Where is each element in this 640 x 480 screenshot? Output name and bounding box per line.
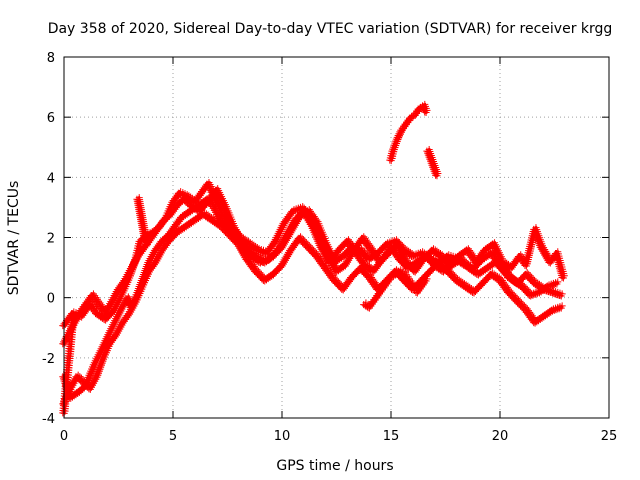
x-tick-label: 20: [492, 429, 509, 444]
chart-title: Day 358 of 2020, Sidereal Day-to-day VTE…: [48, 21, 613, 37]
y-tick-label: -2: [42, 352, 55, 367]
y-tick-label: -4: [42, 412, 55, 427]
data-point: [557, 304, 565, 312]
x-tick-label: 10: [274, 429, 291, 444]
y-tick-label: 2: [47, 232, 55, 247]
x-tick-label: 5: [169, 429, 177, 444]
data-point: [557, 292, 565, 300]
x-tick-label: 15: [383, 429, 400, 444]
y-tick-label: 4: [47, 171, 55, 186]
y-tick-label: 6: [47, 111, 55, 126]
x-axis-label: GPS time / hours: [276, 458, 393, 474]
y-axis-label: SDTVAR / TECUs: [6, 181, 22, 296]
x-tick-label: 25: [601, 429, 618, 444]
y-tick-label: 8: [47, 51, 55, 66]
x-tick-label: 0: [60, 429, 68, 444]
data-points: [59, 100, 568, 417]
tick-labels: 0 5 10 15 20 25 -4 -2 0 2 4 6 8: [42, 51, 617, 444]
y-tick-label: 0: [47, 292, 55, 307]
data-point: [559, 274, 567, 282]
